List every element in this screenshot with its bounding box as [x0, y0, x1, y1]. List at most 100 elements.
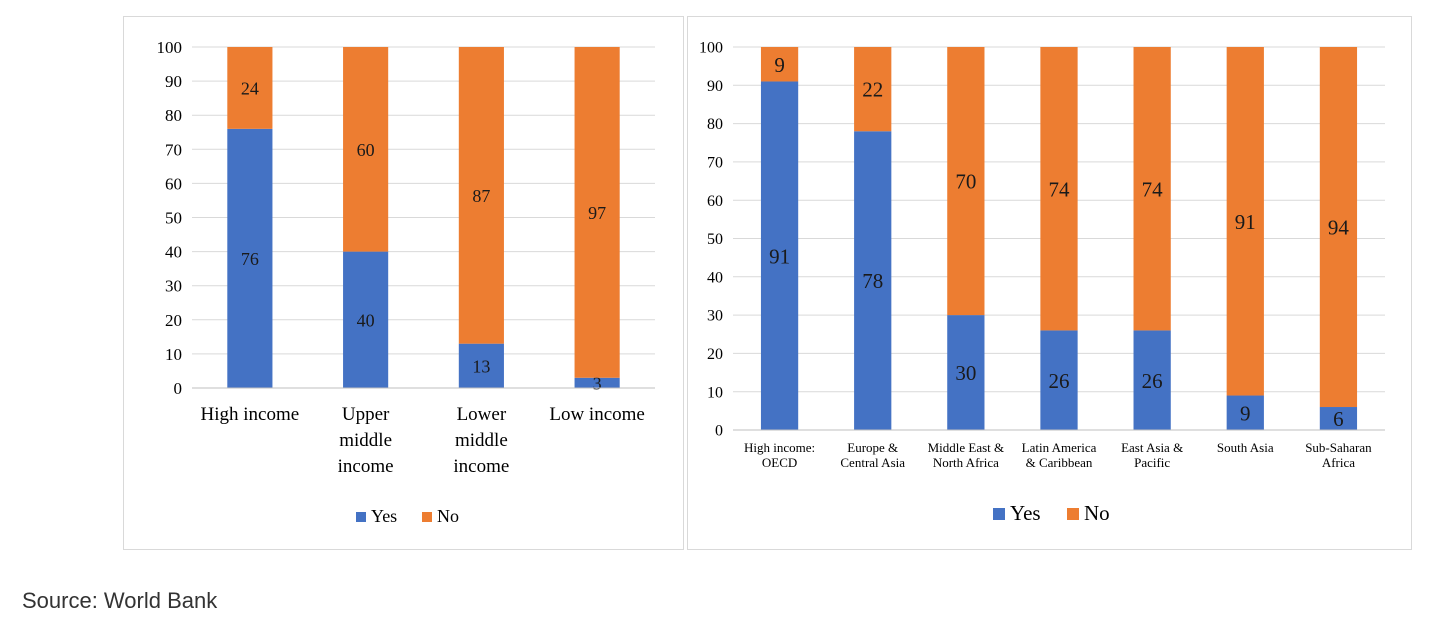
right-data-label-yes: 26 — [1049, 369, 1070, 393]
left-bar-no — [458, 47, 504, 344]
left-ytick-label: 80 — [165, 106, 182, 125]
left-ytick-label: 50 — [165, 208, 182, 227]
left-category-label: income — [338, 456, 394, 477]
right-ytick-label: 10 — [707, 384, 723, 401]
left-ytick-label: 0 — [174, 379, 183, 398]
right-data-label-yes: 30 — [955, 361, 976, 385]
right-data-label-no: 74 — [1049, 177, 1071, 201]
left-category-label: High income — [201, 404, 300, 425]
right-bar-yes — [854, 131, 892, 430]
right-category-label: OECD — [762, 455, 797, 470]
right-category-label: Europe & — [847, 440, 898, 455]
left-ytick-label: 90 — [165, 72, 182, 91]
left-bar-no — [343, 47, 389, 252]
right-category-label: & Caribbean — [1026, 455, 1093, 470]
right-data-label-yes: 9 — [1240, 401, 1251, 425]
chart-income-groups: 0 10 20 30 40 50 60 70 80 90 100 76 24 High income 40 6… — [123, 16, 684, 550]
right-category-label: East Asia & — [1121, 440, 1183, 455]
left-category-label: Lower — [457, 404, 507, 425]
right-category-label: Latin America — [1022, 440, 1097, 455]
right-bar-no — [760, 47, 799, 82]
right-data-label-no: 9 — [774, 53, 785, 77]
right-ytick-label: 30 — [707, 308, 723, 325]
right-bar-yes — [1226, 395, 1264, 430]
left-bar-yes — [227, 128, 273, 388]
source-caption: Source: World Bank — [22, 588, 218, 613]
right-data-label-no: 94 — [1328, 216, 1350, 240]
right-legend-label-yes: Yes — [1010, 501, 1041, 525]
right-bar-yes — [947, 315, 985, 430]
left-data-label-yes: 3 — [593, 373, 602, 393]
right-category-label: Sub-Saharan — [1305, 440, 1372, 455]
right-ytick-label: 100 — [699, 40, 723, 57]
left-bar-yes — [574, 377, 620, 388]
left-category-label: Low income — [549, 404, 645, 425]
right-ytick-label: 50 — [707, 231, 723, 248]
left-ytick-label: 30 — [165, 277, 182, 296]
left-ytick-label: 60 — [165, 174, 182, 193]
left-category-label: middle — [455, 430, 508, 451]
left-legend-swatch-no — [422, 512, 432, 522]
left-category-label: income — [453, 456, 509, 477]
right-category-label: Pacific — [1134, 455, 1170, 470]
right-bar-no — [947, 47, 985, 316]
right-data-label-no: 74 — [1142, 177, 1164, 201]
right-data-label-yes: 26 — [1142, 369, 1163, 393]
left-data-label-no: 87 — [472, 186, 490, 206]
left-ytick-label: 20 — [165, 311, 182, 330]
right-data-label-no: 70 — [955, 170, 976, 194]
right-bar-yes — [1040, 330, 1078, 430]
right-category-label: Middle East & — [928, 440, 1005, 455]
left-ytick-label: 10 — [165, 345, 182, 364]
right-bar-yes — [1133, 330, 1171, 430]
right-data-label-yes: 6 — [1333, 407, 1344, 431]
right-bar-yes — [1319, 407, 1358, 430]
right-data-label-yes: 91 — [769, 244, 790, 268]
right-legend-label-no: No — [1084, 501, 1110, 525]
chart-regions-svg: 0 10 20 30 40 50 60 70 80 90 100 91 9 High income:OEC… — [699, 40, 1385, 525]
chart-regions: 0 10 20 30 40 50 60 70 80 90 100 91 9 High income: OEC… — [687, 16, 1412, 550]
right-bar-no — [854, 47, 892, 132]
left-ytick-label: 70 — [165, 140, 182, 159]
right-legend-swatch-no — [1067, 508, 1079, 520]
right-category-label: North Africa — [933, 455, 999, 470]
left-legend-label-no: No — [437, 506, 459, 526]
right-category-label: South Asia — [1217, 440, 1274, 455]
left-data-label-no: 60 — [357, 140, 375, 160]
left-ytick-label: 40 — [165, 243, 182, 262]
left-ytick-label: 100 — [157, 38, 183, 57]
right-legend-swatch-yes — [993, 508, 1005, 520]
right-ytick-label: 90 — [707, 78, 723, 95]
left-data-label-yes: 76 — [241, 249, 259, 269]
left-data-label-no: 24 — [241, 78, 259, 98]
left-data-label-no: 97 — [588, 203, 606, 223]
left-category-label: middle — [339, 430, 392, 451]
left-category-label: Upper — [342, 404, 390, 425]
left-data-label-yes: 40 — [357, 310, 375, 330]
left-bar-yes — [458, 343, 504, 388]
right-category-label: Africa — [1322, 455, 1355, 470]
right-ytick-label: 60 — [707, 193, 723, 210]
right-ytick-label: 40 — [707, 269, 723, 286]
left-bar-yes — [343, 251, 389, 388]
right-data-label-no: 22 — [862, 78, 883, 102]
right-data-label-no: 91 — [1235, 210, 1256, 234]
right-ytick-label: 70 — [707, 155, 723, 172]
right-ytick-label: 80 — [707, 116, 723, 133]
left-data-label-yes: 13 — [472, 356, 490, 376]
right-bar-no — [1040, 47, 1078, 331]
right-bar-no — [1226, 47, 1264, 396]
right-bar-yes — [760, 81, 799, 430]
chart-income-groups-svg: 0 10 20 30 40 50 60 70 80 90 100 76 24 High income 40 6… — [157, 38, 655, 526]
right-data-label-yes: 78 — [862, 269, 883, 293]
right-bar-no — [1319, 47, 1358, 408]
left-bar-no — [574, 47, 620, 378]
left-legend-label-yes: Yes — [371, 506, 397, 526]
left-legend-swatch-yes — [356, 512, 366, 522]
right-category-label: High income: — [744, 440, 815, 455]
right-category-label: Central Asia — [840, 455, 905, 470]
left-bar-no — [227, 47, 273, 129]
right-ytick-label: 0 — [715, 423, 723, 440]
right-bar-no — [1133, 47, 1171, 331]
right-ytick-label: 20 — [707, 346, 723, 363]
